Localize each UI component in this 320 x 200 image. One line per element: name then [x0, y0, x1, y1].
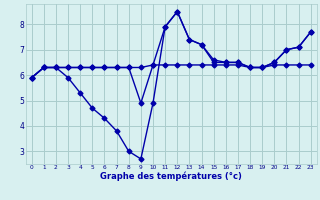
X-axis label: Graphe des températures (°c): Graphe des températures (°c): [100, 172, 242, 181]
